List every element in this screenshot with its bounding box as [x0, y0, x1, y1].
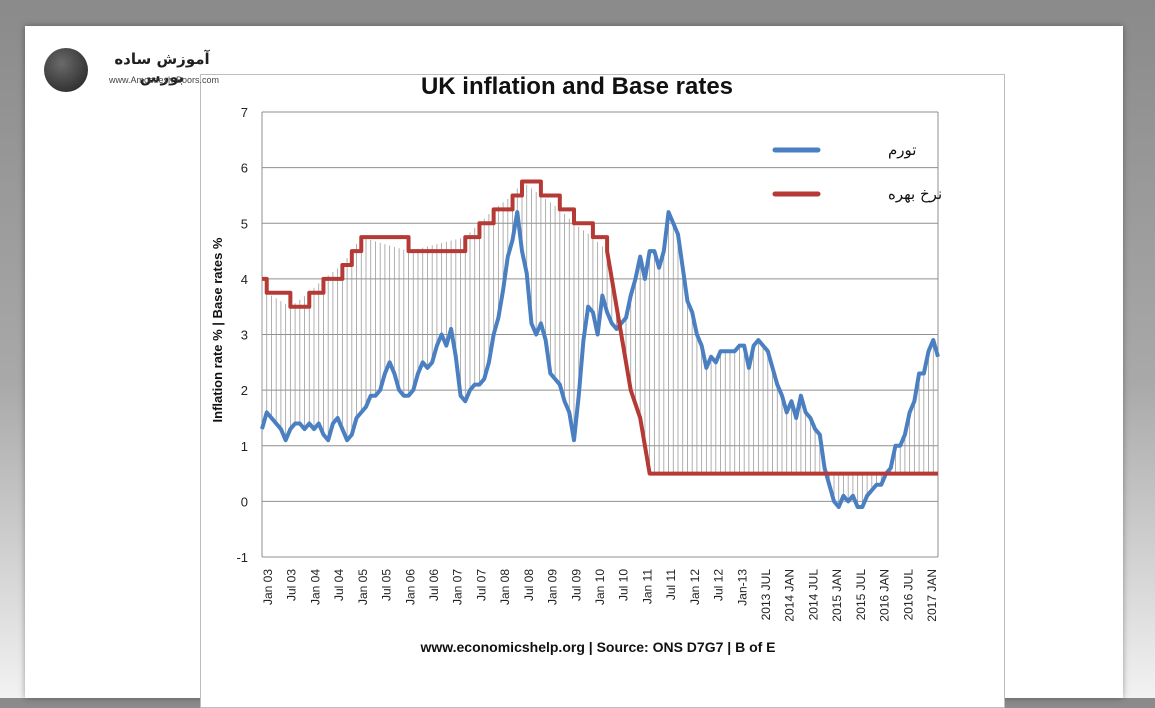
x-tick-label-14: Jan 10 — [593, 569, 607, 605]
logo-globe-icon — [44, 48, 88, 92]
series-line-0 — [260, 210, 940, 509]
y-tick-label-1: 0 — [241, 494, 248, 509]
x-tick-label-10: Jan 08 — [498, 569, 512, 605]
y-tick-label-5: 4 — [241, 272, 248, 287]
x-tick-label-4: Jan 05 — [356, 569, 370, 605]
x-tick-label-19: Jul 12 — [712, 569, 726, 601]
x-tick-label-20: Jan-13 — [735, 569, 749, 606]
x-tick-label-27: 2016 JUL — [901, 569, 915, 621]
source-note: www.economicshelp.org | Source: ONS D7G7… — [419, 639, 775, 655]
x-tick-label-16: Jan 11 — [640, 569, 654, 604]
logo-url: www.Amoozesh-Boors.com — [108, 75, 220, 85]
y-axis-label: Inflation rate % | Base rates % — [210, 237, 225, 422]
x-tick-label-9: Jul 07 — [474, 569, 488, 601]
x-tick-label-5: Jul 05 — [380, 569, 394, 601]
legend: تورم نرخ بهره — [772, 141, 942, 203]
y-tick-label-0: -1 — [236, 550, 248, 565]
logo: آموزش ساده بورس www.Amoozesh-Boors.com — [44, 48, 234, 94]
logo-title: آموزش ساده بورس — [114, 50, 210, 86]
x-tick-label-15: Jul 10 — [617, 569, 631, 601]
x-tick-label-3: Jul 04 — [332, 569, 346, 601]
x-tick-label-7: Jul 06 — [427, 569, 441, 601]
y-tick-label-8: 7 — [241, 105, 248, 120]
legend-label-0: تورم — [888, 141, 916, 159]
x-tick-label-17: Jul 11 — [664, 569, 678, 600]
chart-title: UK inflation and Base rates — [421, 73, 733, 100]
x-tick-label-21: 2013 JUL — [759, 569, 773, 621]
x-tick-label-12: Jan 09 — [546, 569, 560, 605]
y-tick-label-6: 5 — [241, 216, 248, 231]
x-tick-label-2: Jan 04 — [308, 569, 322, 605]
x-tick-label-6: Jan 06 — [403, 569, 417, 605]
x-tick-label-24: 2015 JAN — [830, 569, 844, 622]
y-axis-ticks: -1 0 1 2 3 4 5 6 7 — [236, 105, 248, 565]
x-tick-label-0: Jan 03 — [261, 569, 275, 605]
x-tick-label-13: Jul 09 — [569, 569, 583, 601]
x-tick-label-23: 2014 JUL — [806, 569, 820, 621]
x-tick-label-8: Jan 07 — [451, 569, 465, 605]
x-tick-label-25: 2015 JUL — [854, 569, 868, 621]
series-lines — [260, 179, 940, 509]
legend-label-1: نرخ بهره — [888, 185, 942, 203]
x-tick-label-1: Jul 03 — [285, 569, 299, 601]
y-tick-label-7: 6 — [241, 161, 248, 176]
x-tick-label-28: 2017 JAN — [925, 569, 939, 622]
series-line-1 — [262, 179, 938, 476]
x-tick-label-11: Jul 08 — [522, 569, 536, 601]
y-tick-label-3: 2 — [241, 383, 248, 398]
grid — [261, 111, 939, 558]
x-axis-ticks: Jan 03 Jul 03 Jan 04 Jul 04 Jan 05 Jul 05 Jan … — [261, 569, 939, 622]
chart-frame — [200, 74, 1005, 708]
slide — [25, 26, 1123, 708]
y-tick-label-2: 1 — [241, 439, 248, 454]
x-tick-label-18: Jan 12 — [688, 569, 702, 605]
x-tick-label-26: 2016 JAN — [878, 569, 892, 622]
x-tick-label-22: 2014 JAN — [783, 569, 797, 622]
gap-hatching — [261, 181, 939, 507]
y-tick-label-4: 3 — [241, 328, 248, 343]
